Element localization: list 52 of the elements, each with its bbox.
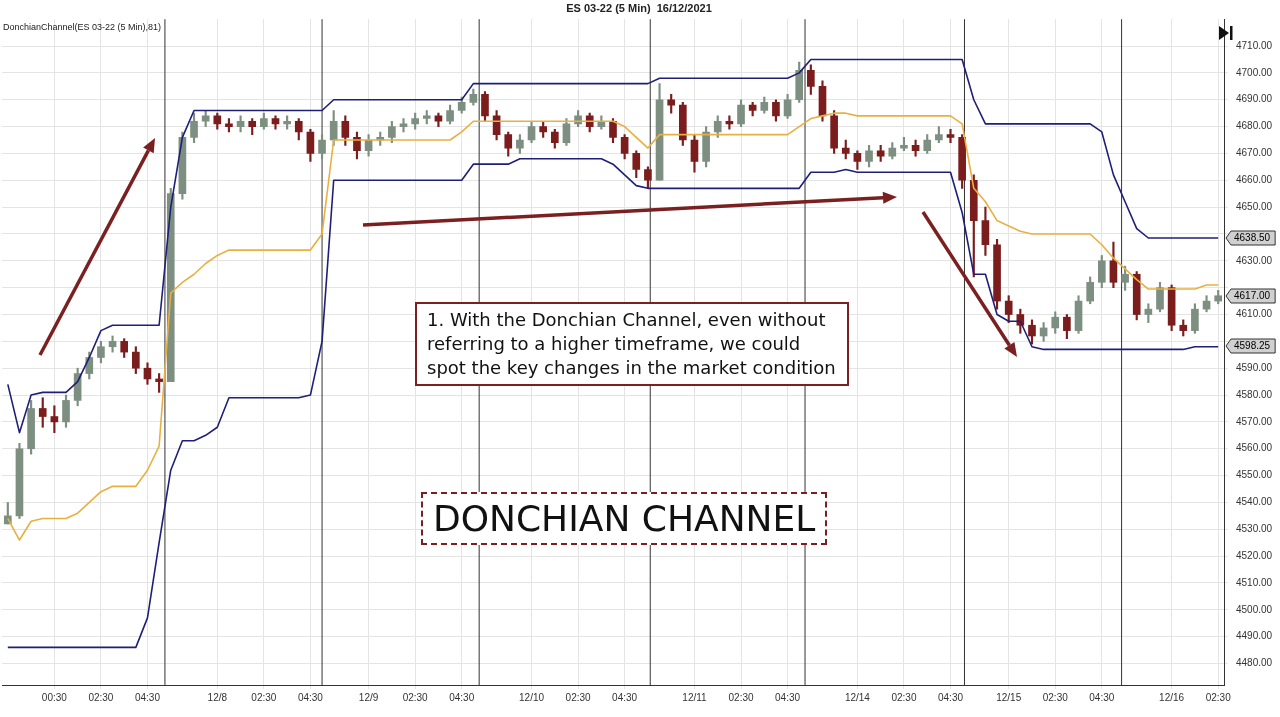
y-tick-label: 4510.00: [1236, 576, 1273, 588]
x-tick-label: 02:30: [88, 691, 114, 703]
y-tick-label: 4480.00: [1236, 657, 1273, 669]
y-tick-label: 4570.00: [1236, 415, 1273, 427]
y-tick-label: 4500.00: [1236, 603, 1273, 615]
x-tick-label: 04:30: [612, 691, 638, 703]
x-tick-label: 02:30: [565, 691, 592, 703]
y-tick-label: 4670.00: [1236, 147, 1273, 159]
text: 4638.50: [1234, 231, 1271, 243]
y-tick-label: 4530.00: [1236, 523, 1273, 535]
annotation: 1. With the Donchian Channel, even without referring to a higher timeframe, we could spot the key changes in the market condition: [415, 302, 849, 386]
x-tick-label: 04:30: [775, 691, 801, 703]
y-tick-label: 4690.00: [1236, 93, 1273, 105]
annotation: DONCHIAN CHANNEL: [421, 492, 828, 545]
annotation: DonchianChannel(ES 03-22 (5 Min),81): [3, 22, 162, 32]
x-tick-label: 02:30: [251, 691, 277, 703]
y-tick-label: 4700.00: [1236, 66, 1273, 78]
y-tick-label: 4680.00: [1236, 120, 1273, 132]
x-tick-label: 02:30: [1205, 691, 1232, 703]
chart-title: ES 03-22 (5 Min) 16/12/2021: [566, 1, 712, 14]
x-tick-label: 02:30: [728, 691, 754, 703]
y-tick-label: 4490.00: [1236, 630, 1273, 642]
y-tick-label: 4660.00: [1236, 174, 1273, 186]
y-tick-label: 4650.00: [1236, 200, 1273, 212]
x-tick-label: 04:30: [1089, 691, 1115, 703]
y-tick-label: 4560.00: [1236, 442, 1273, 454]
x-tick-label: 12/10: [519, 691, 545, 703]
y-tick-label: 4710.00: [1236, 39, 1273, 51]
candlestick: [946, 128, 955, 144]
x-tick-label: 04:30: [449, 691, 475, 703]
y-tick-label: 4520.00: [1236, 549, 1273, 561]
y-tick-label: 4540.00: [1236, 496, 1273, 508]
y-tick-label: 4630.00: [1236, 254, 1273, 266]
y-tick-label: 4590.00: [1236, 361, 1273, 373]
y-tick-label: 4550.00: [1236, 469, 1273, 481]
x-tick-label: 04:30: [937, 691, 964, 703]
x-tick-label: 12/14: [844, 691, 871, 703]
y-tick-label: 4580.00: [1236, 388, 1273, 400]
x-tick-label: 02:30: [891, 691, 917, 703]
x-tick-label: 12/9: [358, 691, 379, 703]
x-tick-label: 02:30: [1042, 691, 1069, 703]
x-tick-label: 00:30: [41, 691, 68, 703]
x-tick-label: 12/11: [682, 691, 708, 703]
text: 4598.25: [1234, 339, 1271, 351]
x-tick-label: 04:30: [297, 691, 324, 703]
y-tick-label: 4610.00: [1236, 308, 1273, 320]
x-tick-label: 12/8: [207, 691, 228, 703]
x-tick-label: 04:30: [134, 691, 161, 703]
x-tick-label: 12/16: [1159, 691, 1185, 703]
text: 4617.00: [1234, 289, 1271, 301]
x-tick-label: 12/15: [996, 691, 1022, 703]
x-tick-label: 02:30: [402, 691, 429, 703]
